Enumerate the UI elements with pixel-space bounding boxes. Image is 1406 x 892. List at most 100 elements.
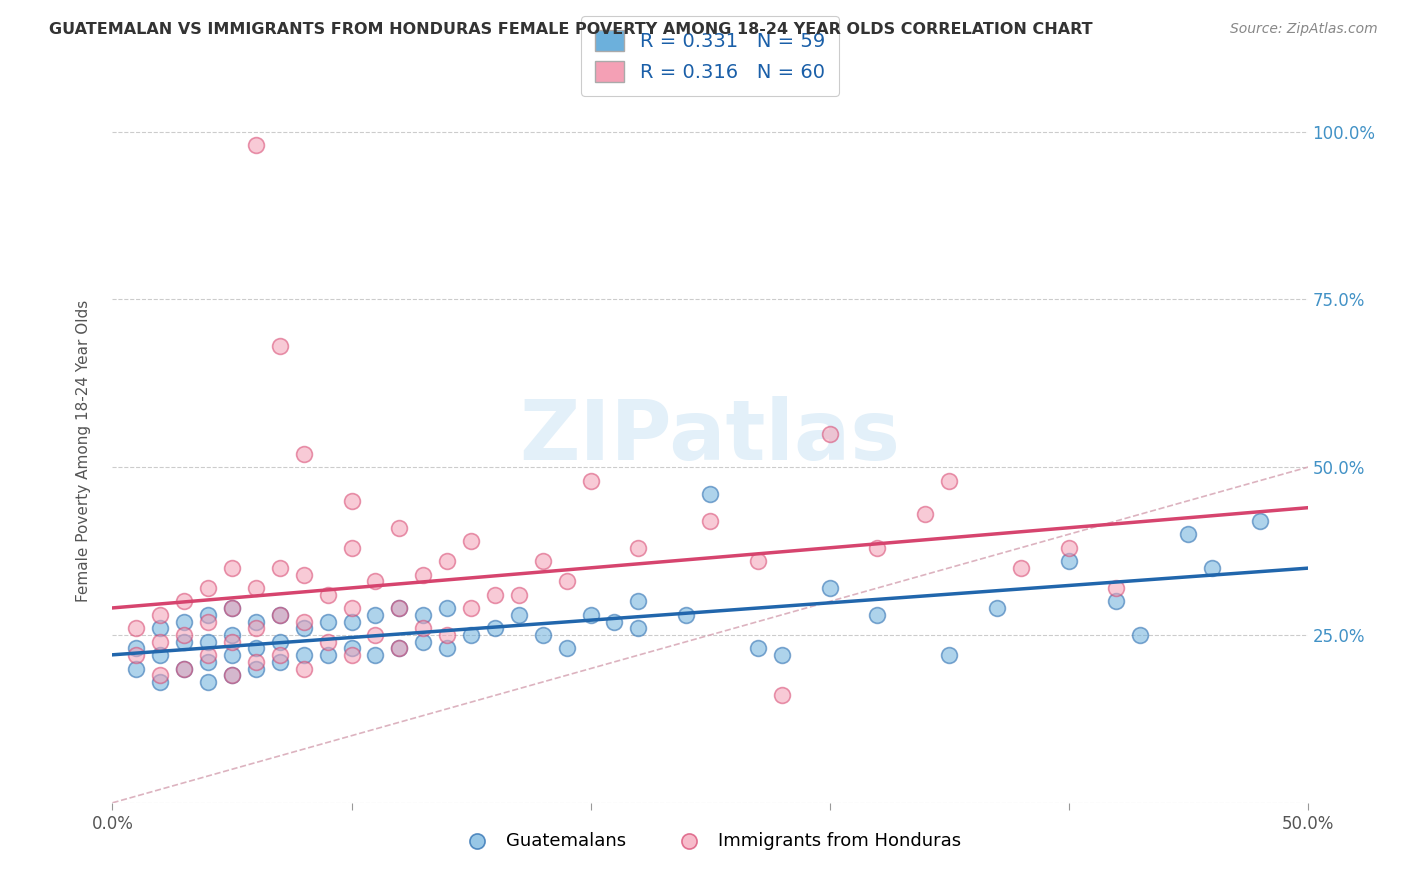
Point — [1057, 541, 1080, 555]
Point — [1129, 628, 1152, 642]
Point — [245, 581, 267, 595]
Point — [269, 655, 291, 669]
Point — [292, 447, 315, 461]
Point — [197, 615, 219, 629]
Point — [292, 662, 315, 676]
Point — [364, 648, 387, 662]
Point — [269, 607, 291, 622]
Point — [340, 641, 363, 656]
Point — [938, 648, 960, 662]
Point — [555, 574, 578, 589]
Point — [412, 607, 434, 622]
Point — [221, 634, 243, 648]
Point — [818, 426, 841, 441]
Point — [173, 634, 195, 648]
Point — [699, 487, 721, 501]
Point — [149, 648, 172, 662]
Point — [245, 621, 267, 635]
Point — [412, 621, 434, 635]
Point — [1057, 554, 1080, 568]
Point — [818, 581, 841, 595]
Point — [197, 648, 219, 662]
Point — [914, 507, 936, 521]
Point — [436, 628, 458, 642]
Point — [770, 689, 793, 703]
Point — [1249, 514, 1271, 528]
Point — [364, 628, 387, 642]
Point — [221, 628, 243, 642]
Point — [221, 601, 243, 615]
Point — [986, 601, 1008, 615]
Point — [269, 634, 291, 648]
Point — [388, 641, 411, 656]
Point — [197, 581, 219, 595]
Point — [221, 668, 243, 682]
Point — [269, 648, 291, 662]
Point — [173, 662, 195, 676]
Point — [292, 615, 315, 629]
Point — [770, 648, 793, 662]
Point — [197, 675, 219, 690]
Point — [436, 554, 458, 568]
Point — [245, 641, 267, 656]
Point — [747, 641, 769, 656]
Point — [340, 648, 363, 662]
Point — [292, 621, 315, 635]
Point — [412, 634, 434, 648]
Point — [221, 561, 243, 575]
Point — [866, 541, 889, 555]
Point — [269, 339, 291, 353]
Point — [436, 641, 458, 656]
Point — [579, 474, 602, 488]
Point — [269, 561, 291, 575]
Point — [1177, 527, 1199, 541]
Point — [125, 621, 148, 635]
Point — [125, 662, 148, 676]
Legend: Guatemalans, Immigrants from Honduras: Guatemalans, Immigrants from Honduras — [451, 825, 969, 857]
Point — [149, 621, 172, 635]
Point — [340, 493, 363, 508]
Point — [149, 668, 172, 682]
Point — [340, 541, 363, 555]
Point — [460, 601, 482, 615]
Point — [508, 607, 530, 622]
Point — [579, 607, 602, 622]
Point — [269, 607, 291, 622]
Point — [555, 641, 578, 656]
Point — [364, 574, 387, 589]
Point — [221, 648, 243, 662]
Point — [938, 474, 960, 488]
Point — [460, 534, 482, 549]
Y-axis label: Female Poverty Among 18-24 Year Olds: Female Poverty Among 18-24 Year Olds — [76, 300, 91, 601]
Point — [221, 601, 243, 615]
Point — [316, 648, 339, 662]
Point — [603, 615, 626, 629]
Point — [292, 648, 315, 662]
Text: Source: ZipAtlas.com: Source: ZipAtlas.com — [1230, 22, 1378, 37]
Point — [173, 594, 195, 608]
Point — [245, 138, 267, 153]
Point — [627, 594, 650, 608]
Point — [364, 607, 387, 622]
Point — [1010, 561, 1032, 575]
Point — [149, 675, 172, 690]
Point — [436, 601, 458, 615]
Point — [125, 648, 148, 662]
Point — [1201, 561, 1223, 575]
Point — [197, 634, 219, 648]
Point — [484, 588, 506, 602]
Point — [197, 607, 219, 622]
Point — [292, 567, 315, 582]
Text: ZIPatlas: ZIPatlas — [520, 396, 900, 477]
Point — [412, 567, 434, 582]
Point — [460, 628, 482, 642]
Point — [866, 607, 889, 622]
Point — [245, 662, 267, 676]
Point — [245, 615, 267, 629]
Point — [149, 607, 172, 622]
Point — [197, 655, 219, 669]
Point — [1105, 594, 1128, 608]
Text: GUATEMALAN VS IMMIGRANTS FROM HONDURAS FEMALE POVERTY AMONG 18-24 YEAR OLDS CORR: GUATEMALAN VS IMMIGRANTS FROM HONDURAS F… — [49, 22, 1092, 37]
Point — [125, 641, 148, 656]
Point — [747, 554, 769, 568]
